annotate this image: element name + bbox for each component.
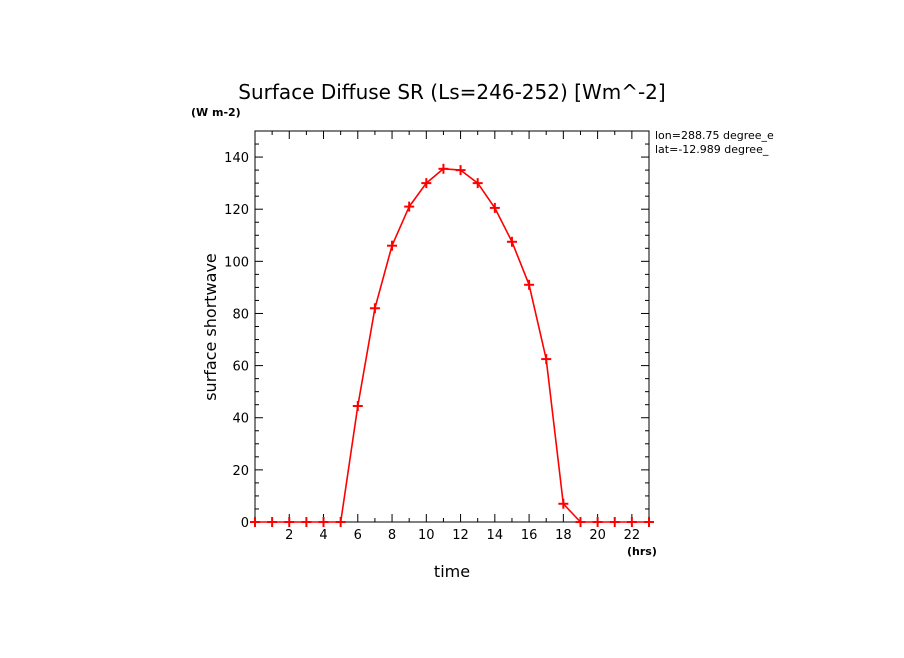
series-line [255,168,649,523]
data-point [369,303,380,314]
y-tick-label: 120 [224,203,249,218]
x-tick-label: 10 [418,528,435,543]
annotation-lon: lon=288.75 degree_e [655,129,774,142]
data-point [301,517,312,527]
x-tick-label: 6 [354,528,362,543]
data-point [267,517,278,527]
x-unit-label: (hrs) [627,545,657,558]
x-tick-label: 12 [452,528,469,543]
y-tick-label: 140 [224,151,249,166]
data-point [352,401,363,412]
data-point [284,517,295,527]
y-axis-label: surface shortwave [201,253,220,401]
y-tick-label: 40 [232,412,249,427]
data-point [387,240,398,251]
data-point [644,517,654,527]
x-tick-label: 4 [319,528,327,543]
x-tick-label: 14 [487,528,504,543]
chart-title: Surface Diffuse SR (Ls=246-252) [Wm^-2] [238,80,665,104]
y-unit-label: (W m-2) [191,106,241,119]
x-tick-label: 16 [521,528,538,543]
plot-area: 2 4 6 8 10 12 14 16 18 20 22 0 20 40 60 80 100 120 140 [224,130,654,543]
y-tick-label: 60 [232,360,249,375]
x-axis-label: time [434,562,470,581]
data-point [489,202,500,213]
data-point [250,517,260,527]
y-tick-label: 80 [232,307,249,322]
data-point [592,517,603,527]
data-point [335,517,346,527]
data-point [438,163,449,174]
data-point [541,354,552,365]
x-tick-label: 22 [624,528,641,543]
y-tick-label: 0 [241,516,249,531]
x-tick-label: 8 [388,528,396,543]
plot-frame [254,130,650,523]
data-point [318,517,329,527]
x-tick-label: 2 [285,528,293,543]
data-point [506,236,517,247]
data-point [609,517,620,527]
y-tick-label: 20 [232,464,249,479]
data-point [558,498,569,509]
data-point [421,178,432,189]
data-point [472,178,483,189]
data-point [404,201,415,212]
x-tick-label: 20 [589,528,606,543]
data-point [575,517,586,527]
data-point [626,517,637,527]
x-tick-label: 18 [555,528,572,543]
annotation-lat: lat=-12.989 degree_ [655,143,769,156]
data-point [455,165,466,176]
data-point [524,279,535,290]
y-tick-label: 100 [224,255,249,270]
